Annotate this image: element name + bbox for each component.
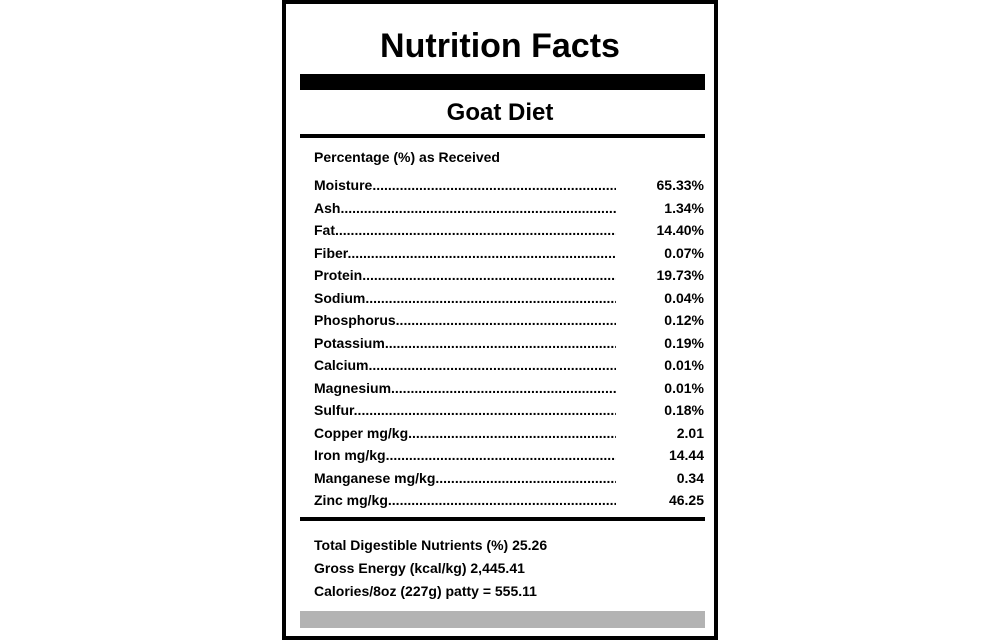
nutrient-name: Moisture (314, 174, 616, 196)
nutrient-name: Fat (314, 219, 616, 241)
nutrient-row: Magnesium 0.01% (314, 377, 704, 400)
nutrient-value: 65.33% (656, 177, 704, 193)
nutrient-row: Zinc mg/kg 46.25 (314, 489, 704, 512)
divider-top (300, 134, 705, 138)
summary-block: Total Digestible Nutrients (%) 25.26 Gro… (314, 534, 704, 603)
nutrient-value: 0.18% (664, 402, 704, 418)
nutrient-value: 0.01% (664, 379, 704, 396)
nutrient-row: Manganese mg/kg 0.34 (314, 467, 704, 490)
nutrient-list: Moisture 65.33% Ash 1.34% Fat 14.40% Fib… (314, 174, 704, 512)
nutrient-row: Copper mg/kg 2.01 (314, 422, 704, 445)
nutrient-name: Iron mg/kg (314, 444, 616, 466)
nutrient-name: Phosphorus (314, 309, 616, 331)
gross-energy-line: Gross Energy (kcal/kg) 2,445.41 (314, 560, 525, 576)
calories-line: Calories/8oz (227g) patty = 555.11 (314, 583, 537, 599)
nutrient-value: 14.44 (668, 447, 704, 463)
nutrient-row: Sodium 0.04% (314, 287, 704, 310)
nutrient-value: 19.73% (656, 267, 704, 283)
nutrient-name: Fiber (314, 242, 616, 264)
nutrition-facts-label: Nutrition Facts Goat Diet Percentage (%)… (282, 0, 718, 640)
nutrient-row: Fat 14.40% (314, 219, 704, 242)
label-title: Nutrition Facts (380, 27, 620, 65)
nutrient-name: Magnesium (314, 377, 616, 399)
label-subtitle: Goat Diet (446, 99, 554, 126)
nutrient-value: 14.40% (656, 222, 704, 238)
nutrient-row: Calcium 0.01% (314, 354, 704, 377)
nutrient-value: 1.34% (664, 199, 704, 216)
nutrient-value: 0.34 (676, 469, 704, 486)
nutrient-name: Sulfur (314, 399, 616, 421)
tdn-line: Total Digestible Nutrients (%) 25.26 (314, 537, 548, 553)
nutrient-value: 0.01% (664, 357, 704, 373)
footer-bar (300, 611, 705, 628)
nutrient-name: Calcium (314, 354, 616, 376)
nutrient-row: Protein 19.73% (314, 264, 704, 287)
nutrient-name: Ash (314, 197, 616, 219)
nutrient-row: Moisture 65.33% (314, 174, 704, 197)
nutrient-row: Iron mg/kg 14.44 (314, 444, 704, 467)
nutrient-value: 2.01 (676, 424, 704, 441)
nutrient-row: Ash 1.34% (314, 197, 704, 220)
nutrient-value: 0.19% (664, 334, 704, 351)
section-heading: Percentage (%) as Received (314, 149, 500, 165)
divider-bottom (300, 517, 705, 521)
nutrient-row: Fiber 0.07% (314, 242, 704, 265)
nutrient-value: 0.04% (664, 289, 704, 306)
nutrient-value: 0.12% (664, 312, 704, 328)
nutrient-row: Potassium 0.19% (314, 332, 704, 355)
nutrient-row: Phosphorus 0.12% (314, 309, 704, 332)
nutrient-name: Zinc mg/kg (314, 489, 616, 511)
nutrient-name: Potassium (314, 332, 616, 354)
nutrient-row: Sulfur 0.18% (314, 399, 704, 422)
nutrient-value: 0.07% (664, 244, 704, 261)
nutrient-name: Manganese mg/kg (314, 467, 616, 489)
nutrient-name: Protein (314, 264, 616, 286)
thick-divider (300, 74, 705, 90)
nutrient-value: 46.25 (668, 492, 704, 508)
nutrient-name: Copper mg/kg (314, 422, 616, 444)
nutrient-name: Sodium (314, 287, 616, 309)
